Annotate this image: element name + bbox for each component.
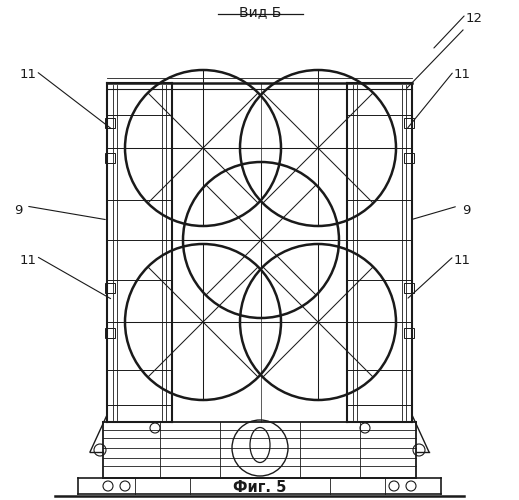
Text: Вид Б: Вид Б — [239, 5, 281, 19]
Bar — [404, 153, 414, 163]
Text: Фиг. 5: Фиг. 5 — [234, 480, 286, 494]
Bar — [404, 283, 414, 293]
Bar — [105, 153, 115, 163]
Bar — [105, 118, 115, 128]
Text: 12: 12 — [466, 12, 483, 24]
Bar — [105, 283, 115, 293]
Text: 9: 9 — [462, 204, 470, 216]
Bar — [404, 328, 414, 338]
Text: 9: 9 — [14, 204, 22, 216]
Bar — [404, 118, 414, 128]
Text: 11: 11 — [454, 68, 471, 82]
Bar — [105, 328, 115, 338]
Text: 11: 11 — [454, 254, 471, 266]
Text: 11: 11 — [20, 68, 36, 82]
Text: 11: 11 — [20, 254, 36, 266]
